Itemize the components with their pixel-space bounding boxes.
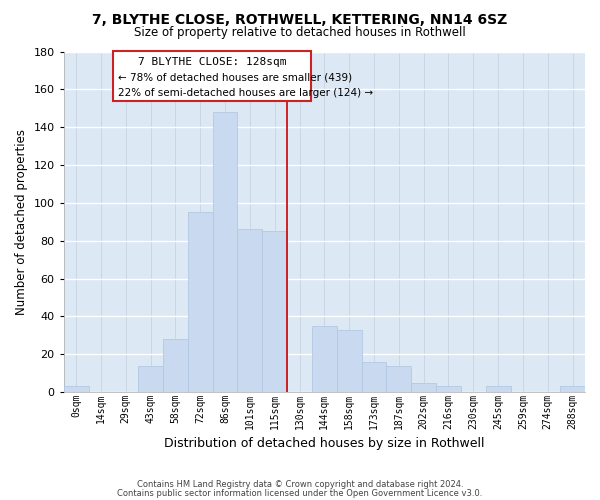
Bar [212, 112, 238, 392]
Bar [262, 231, 287, 392]
Bar [238, 230, 262, 392]
Bar [411, 382, 436, 392]
Text: Contains public sector information licensed under the Open Government Licence v3: Contains public sector information licen… [118, 488, 482, 498]
Text: 7 BLYTHE CLOSE: 128sqm: 7 BLYTHE CLOSE: 128sqm [138, 57, 287, 67]
X-axis label: Distribution of detached houses by size in Rothwell: Distribution of detached houses by size … [164, 437, 485, 450]
Bar [64, 386, 89, 392]
Bar [486, 386, 511, 392]
Bar [560, 386, 585, 392]
Bar [362, 362, 386, 392]
Text: Size of property relative to detached houses in Rothwell: Size of property relative to detached ho… [134, 26, 466, 39]
Bar [138, 366, 163, 392]
Bar [386, 366, 411, 392]
Text: 22% of semi-detached houses are larger (124) →: 22% of semi-detached houses are larger (… [118, 88, 373, 99]
Bar [436, 386, 461, 392]
Y-axis label: Number of detached properties: Number of detached properties [15, 129, 28, 315]
Bar [113, 52, 311, 100]
Bar [188, 212, 212, 392]
Text: ← 78% of detached houses are smaller (439): ← 78% of detached houses are smaller (43… [118, 72, 352, 83]
Text: 7, BLYTHE CLOSE, ROTHWELL, KETTERING, NN14 6SZ: 7, BLYTHE CLOSE, ROTHWELL, KETTERING, NN… [92, 12, 508, 26]
Bar [163, 339, 188, 392]
Bar [337, 330, 362, 392]
Bar [312, 326, 337, 392]
Text: Contains HM Land Registry data © Crown copyright and database right 2024.: Contains HM Land Registry data © Crown c… [137, 480, 463, 489]
